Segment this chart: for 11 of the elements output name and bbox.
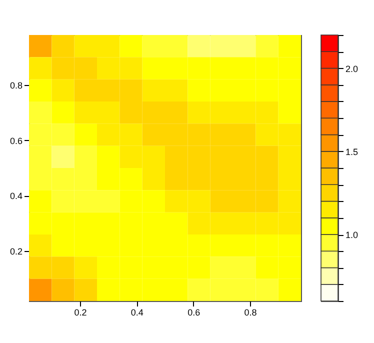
y-tick-label: 0.6	[10, 136, 22, 146]
color-bar-label: 2.0	[346, 64, 358, 74]
x-tick-label: 0.6	[188, 308, 200, 318]
x-tick-label: 0.8	[244, 308, 257, 318]
x-tick-label: 0.4	[130, 308, 144, 318]
y-tick-label: 0.4	[10, 191, 22, 202]
color-bar-label: 1.5	[346, 146, 358, 157]
y-tick-label: 0.2	[10, 246, 22, 257]
y-tick-label: 0.8	[10, 80, 22, 90]
color-bar-label: 1.0	[346, 230, 358, 240]
x-tick-label: 0.2	[74, 308, 87, 318]
